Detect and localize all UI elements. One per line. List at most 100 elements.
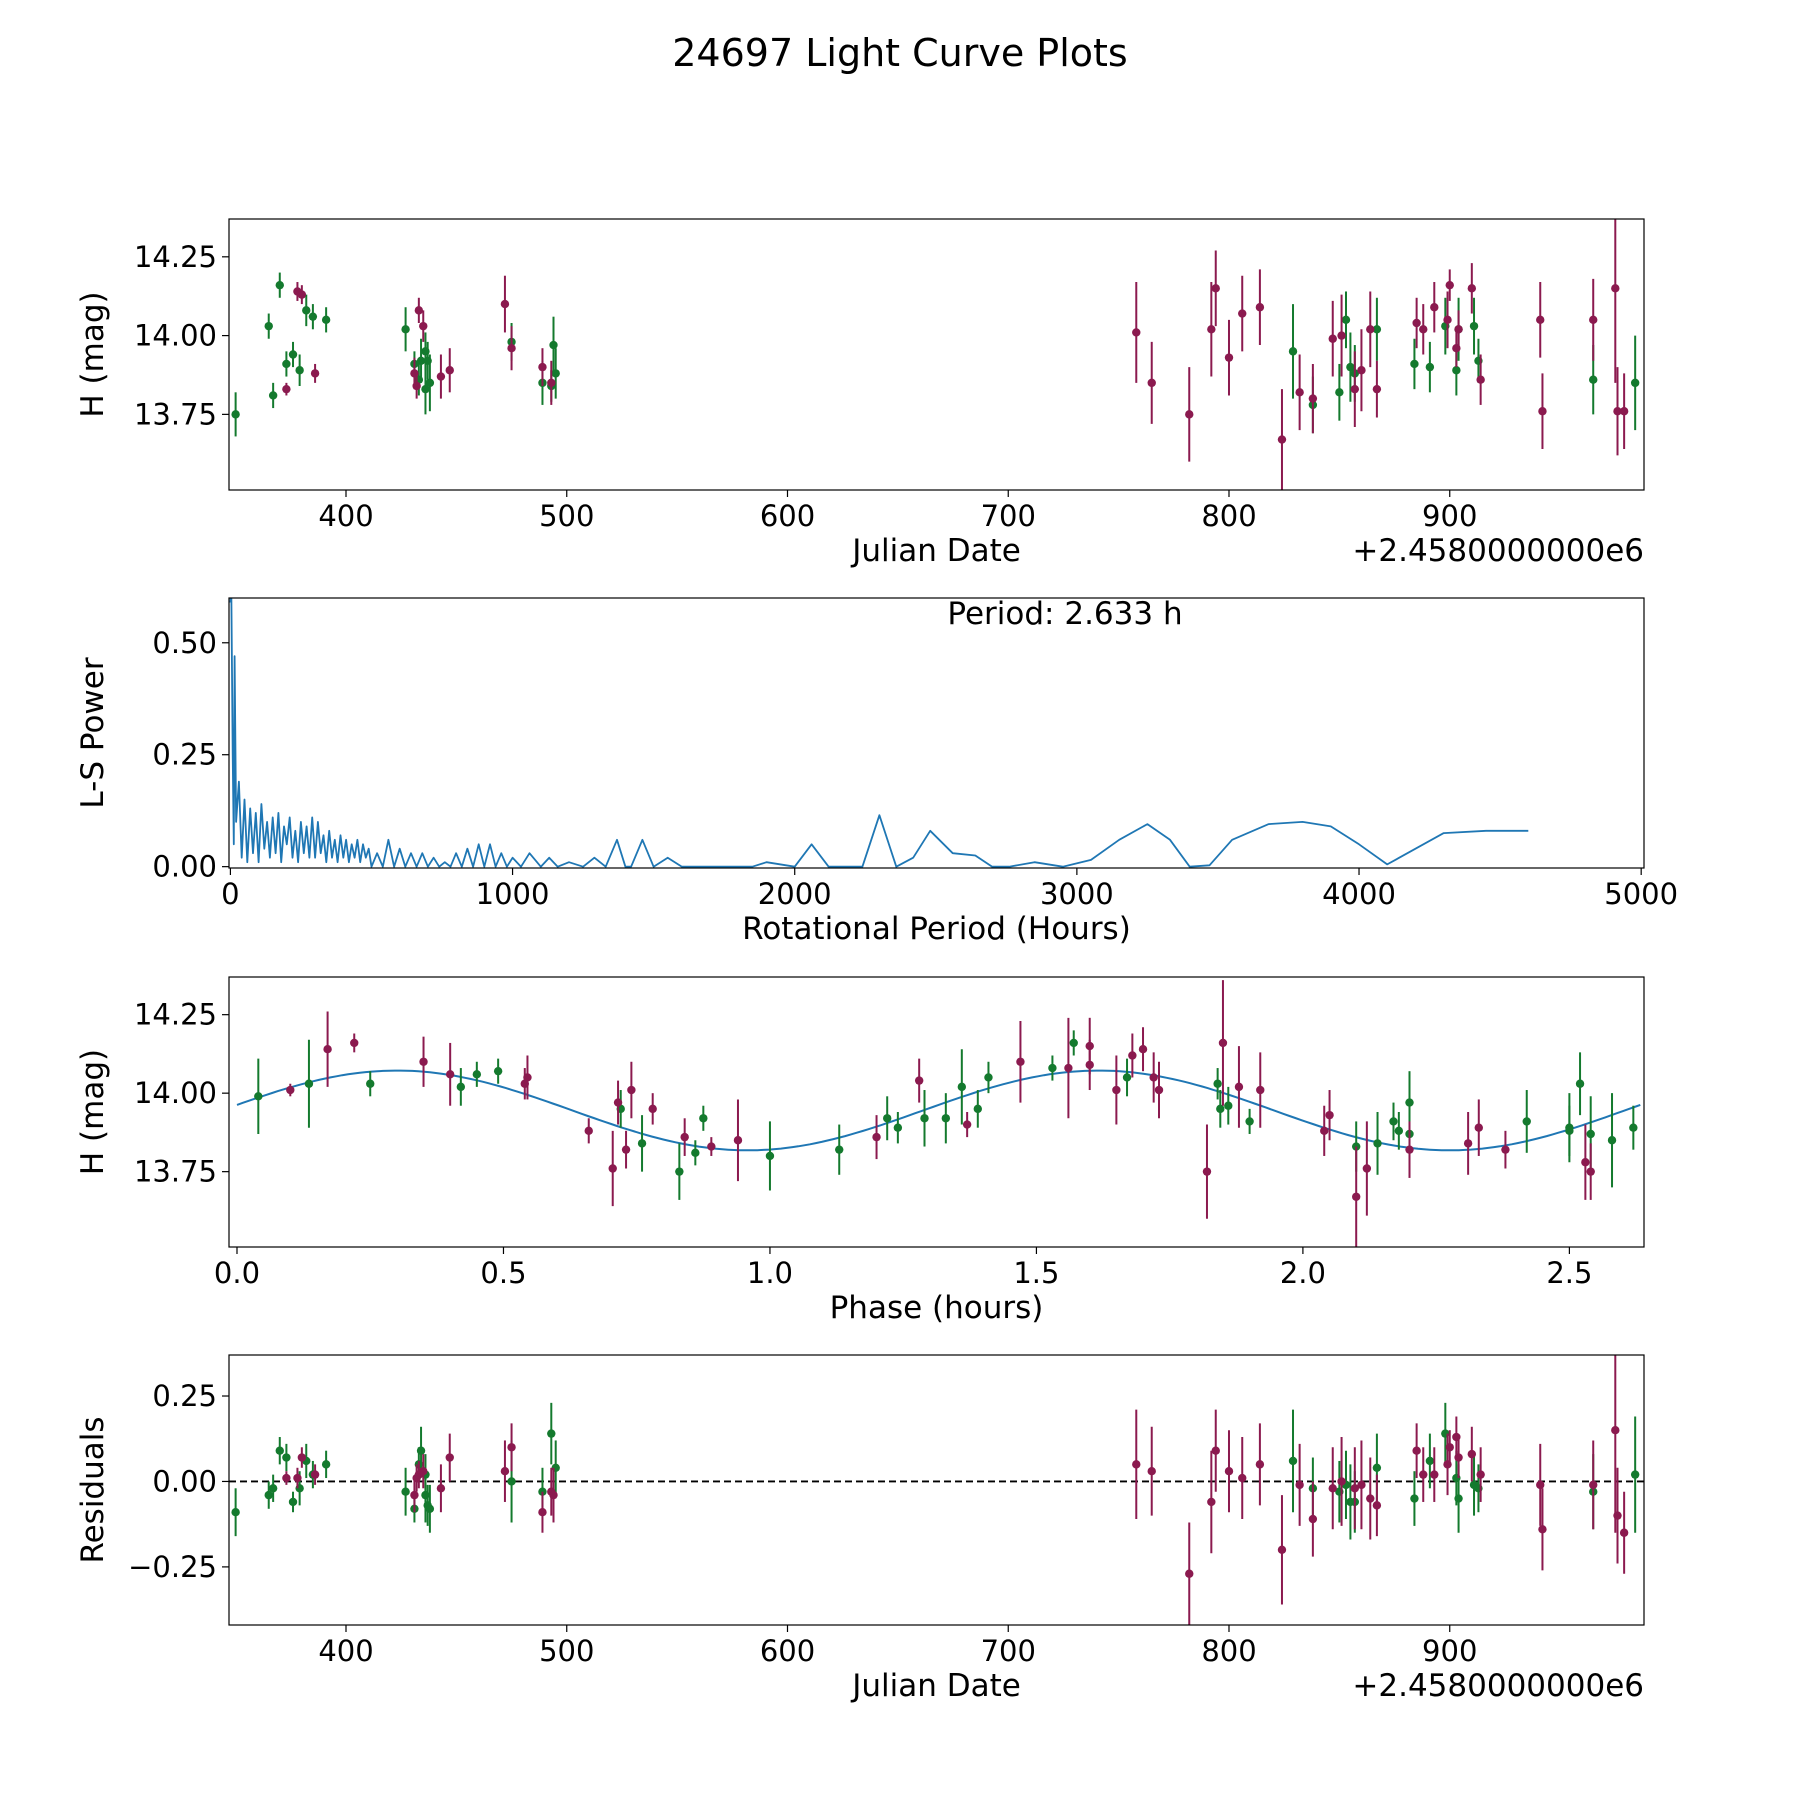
data-point — [648, 1104, 657, 1114]
data-point — [1295, 388, 1304, 397]
data-point — [1405, 1098, 1414, 1107]
data-point — [893, 1123, 903, 1132]
data-point — [1501, 1145, 1510, 1154]
data-point — [1419, 325, 1428, 334]
data-point — [401, 325, 410, 334]
data-point — [957, 1082, 967, 1092]
x-tick-label: 2.0 — [1280, 1256, 1326, 1290]
data-point — [1016, 1057, 1025, 1066]
data-point — [436, 372, 446, 381]
data-point — [680, 1132, 689, 1142]
data-point — [1341, 315, 1351, 325]
axes-frame — [228, 597, 1645, 869]
data-point — [310, 1470, 320, 1479]
data-point — [425, 378, 435, 388]
data-point — [1064, 1063, 1073, 1073]
data-point — [1245, 1117, 1254, 1126]
x-tick-label: 800 — [1201, 1634, 1256, 1668]
x-tick-label: 900 — [1422, 499, 1477, 533]
data-point — [1419, 1470, 1428, 1479]
y-tick-label: 0.00 — [152, 1464, 217, 1498]
axes-frame — [228, 976, 1645, 1248]
periodogram-panel: 0 1000 2000 3000 4000 5000 0.00 0.25 0.50 Rotatio… — [75, 596, 1678, 947]
data-point — [419, 1467, 428, 1476]
x-tick-label: 400 — [318, 499, 373, 533]
data-point — [1357, 366, 1366, 375]
data-point — [835, 1145, 844, 1154]
data-point — [1476, 1470, 1485, 1479]
data-point — [608, 1164, 617, 1173]
data-point — [1412, 318, 1421, 328]
data-point — [507, 343, 516, 353]
data-point — [538, 362, 547, 372]
data-point — [1452, 366, 1461, 375]
data-point — [1372, 325, 1382, 334]
data-point — [1255, 303, 1265, 312]
data-point — [310, 369, 320, 378]
data-point — [1085, 1060, 1094, 1070]
data-point — [1467, 1449, 1477, 1459]
data-point — [421, 384, 430, 394]
y-tick-label: 0.25 — [152, 738, 217, 772]
data-point — [584, 1126, 593, 1136]
data-point — [500, 299, 510, 309]
data-point — [1320, 1126, 1329, 1136]
x-tick-label: 2.5 — [1546, 1256, 1592, 1290]
data-point — [1619, 407, 1629, 416]
plot-area — [229, 598, 1529, 868]
y-axis-label: H (mag) — [75, 291, 111, 417]
data-point — [1644, 379, 1652, 387]
data-point — [436, 1484, 446, 1493]
x-tick-label: 400 — [318, 1634, 373, 1668]
data-point — [293, 1473, 302, 1483]
data-point — [425, 1504, 435, 1513]
x-tick-label: 3000 — [1040, 877, 1114, 911]
data-point — [275, 1446, 284, 1455]
data-point — [691, 1148, 700, 1158]
x-tick-label: 600 — [760, 499, 815, 533]
data-point — [1255, 1460, 1265, 1469]
plot-area — [231, 219, 1652, 490]
data-point — [1538, 407, 1547, 416]
data-point — [984, 1073, 993, 1082]
data-point — [304, 1079, 314, 1088]
data-point — [472, 1070, 482, 1079]
data-point — [321, 315, 331, 325]
data-point — [264, 321, 273, 331]
data-point — [1147, 378, 1156, 388]
data-point — [1630, 378, 1640, 388]
data-point — [1454, 325, 1463, 334]
data-point — [1224, 1101, 1233, 1110]
data-point — [920, 1114, 929, 1123]
data-point — [288, 350, 298, 359]
data-point — [1629, 1123, 1638, 1132]
data-point — [627, 1085, 636, 1095]
x-tick-label: 900 — [1422, 1634, 1477, 1668]
data-point — [1308, 394, 1318, 403]
x-axis-label: Phase (hours) — [830, 1290, 1044, 1326]
data-point — [733, 1136, 743, 1145]
figure-title: 24697 Light Curve Plots — [672, 31, 1127, 75]
data-point — [1611, 1425, 1620, 1435]
data-point — [1337, 1477, 1346, 1486]
data-point — [323, 1045, 332, 1054]
plot-area — [229, 1355, 1644, 1625]
data-point — [941, 1114, 951, 1123]
y-tick-label: −0.25 — [128, 1550, 217, 1584]
y-tick-label: 14.25 — [134, 240, 217, 274]
data-point — [268, 1484, 278, 1493]
data-point — [282, 384, 291, 394]
data-point — [1536, 1480, 1545, 1490]
data-point — [275, 280, 284, 290]
data-point — [1613, 1511, 1622, 1520]
x-tick-label: 700 — [981, 499, 1036, 533]
x-tick-label: 1.5 — [1013, 1256, 1059, 1290]
data-point — [1207, 325, 1216, 334]
data-point — [321, 1460, 331, 1469]
data-point — [1366, 325, 1375, 334]
data-point — [1277, 435, 1287, 444]
data-point — [1575, 1079, 1585, 1088]
data-point — [1425, 1456, 1435, 1466]
y-tick-label: 0.50 — [152, 626, 217, 660]
data-point — [1581, 1158, 1590, 1167]
